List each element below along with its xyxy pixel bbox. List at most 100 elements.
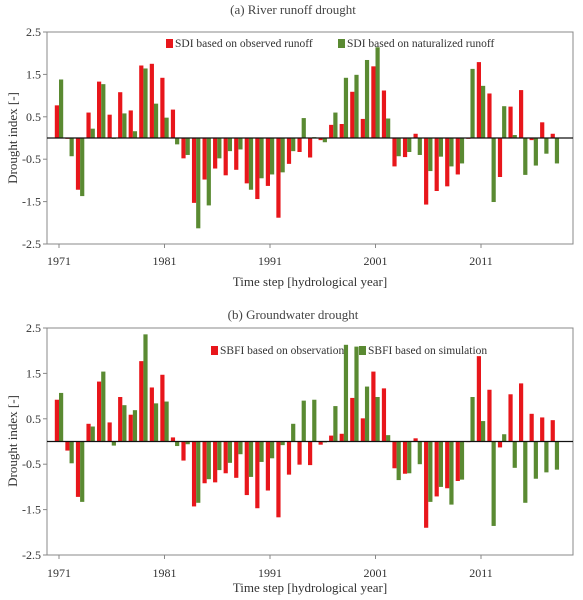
- panel-b-y-axis-label: Drought index [-]: [5, 395, 20, 487]
- panel-a-title: (a) River runoff drought: [230, 2, 356, 17]
- panel-a-bar-series2-2017: [544, 138, 549, 154]
- panel-b-bar-series1-1991: [265, 441, 270, 491]
- panel-a-bar-series1-2016: [529, 138, 534, 141]
- panel-b-bar-series1-1980: [149, 387, 154, 442]
- panel-a-bar-series2-1998: [343, 77, 349, 138]
- panel-a-bar-series1-1990: [255, 138, 260, 200]
- panel-b-bar-series1-1996: [318, 441, 323, 445]
- panel-a-bar-series2-1986: [217, 138, 222, 159]
- panel-a-bar-series2-1994: [301, 118, 306, 138]
- panel-b-y-tick-label: 0.5: [26, 412, 41, 426]
- panel-a-bar-series1-1971: [54, 105, 59, 138]
- panel-a-bar-series1-1989: [244, 138, 249, 184]
- panel-b-y-tick-label: 2.5: [26, 321, 41, 335]
- panel-a-x-tick-label: 2011: [469, 254, 493, 268]
- panel-a-bar-series1-1976: [107, 114, 112, 138]
- panel-b-bar-series1-1976: [107, 422, 112, 442]
- panel-b-bar-series1-2014: [508, 394, 513, 442]
- panel-a-bar-series1-1981: [160, 77, 165, 138]
- panel-a-bar-series2-2000: [364, 59, 370, 138]
- panel-a-bar-series1-2001: [371, 66, 376, 138]
- panel-a-bar-series2-1988: [238, 138, 243, 150]
- panel-b-bar-series1-2017: [540, 417, 545, 442]
- panel-a-bar-series2-2013: [502, 106, 507, 138]
- panel-b-bar-series1-1987: [223, 441, 228, 474]
- panel-a-bar-series1-1988: [234, 138, 239, 170]
- panel-b-bar-series2-1990: [259, 441, 264, 462]
- panel-b-bar-series1-1986: [213, 441, 218, 483]
- panel-a-x-tick-label: 2001: [364, 254, 388, 268]
- panel-b-bar-series1-1971: [54, 399, 59, 442]
- panel-a-y-axis-label: Drought index [-]: [5, 92, 20, 184]
- panel-a-bar-series1-2015: [519, 90, 524, 138]
- panel-a-bar-series2-1979: [143, 68, 148, 138]
- panel-a-bar-series1-2007: [434, 138, 439, 191]
- panel-a-legend-naturalized: SDI based on naturalized runoff: [347, 38, 494, 50]
- panel-a-bar-series1-1986: [213, 138, 218, 169]
- panel-a-bar-series2-1982: [175, 138, 180, 145]
- panel-a-bar-series2-2004: [407, 138, 412, 152]
- panel-a-legend: SDI based on observed runoff SDI based o…: [166, 38, 494, 50]
- panel-b-bar-series1-1999: [350, 397, 355, 442]
- panel-b-bar-series1-1983: [181, 441, 186, 461]
- panel-b-bar-series1-1974: [86, 423, 91, 442]
- panel-a-bar-series1-2018: [550, 133, 555, 138]
- panel-b-bar-series1-1988: [234, 441, 239, 478]
- panel-b-bar-series1-2012: [487, 389, 492, 442]
- panel-a-bar-series2-2010: [470, 68, 475, 138]
- panel-b-bar-series2-1989: [248, 441, 254, 477]
- panel-b-bar-series1-2007: [434, 441, 439, 497]
- panel-a-bar-series1-1974: [86, 112, 91, 138]
- panel-a-bar-series1-2012: [487, 93, 492, 138]
- panel-b-bar-series1-1994: [297, 441, 302, 465]
- panel-b-bar-series1-1982: [170, 437, 176, 442]
- panel-a-bar-series2-2001: [375, 47, 380, 138]
- panel-b-legend: SBFI based on observation SBFI based on …: [211, 345, 487, 357]
- panel-b-bar-series1-2002: [381, 388, 387, 442]
- panel-a-bar-series2-1972: [69, 138, 74, 157]
- panel-b-bar-series1-1997: [329, 435, 334, 442]
- panel-b-legend-swatch-observation: [211, 346, 218, 355]
- panel-b-bar-series1-1992: [276, 441, 281, 518]
- panel-a-bar-series2-1992: [280, 138, 285, 173]
- panel-b-bar-series1-1979: [139, 361, 144, 442]
- panel-a-bar-series1-1983: [181, 138, 186, 159]
- panel-b-y-tick-label: -0.5: [22, 457, 41, 471]
- panel-b-bar-series2-2004: [407, 441, 412, 474]
- panel-b-bar-series2-1976: [111, 441, 116, 446]
- panel-a-bar-series1-1987: [223, 138, 228, 176]
- panel-a-bar-series1-1978: [128, 110, 133, 138]
- panel-b-bar-series1-2015: [519, 383, 524, 442]
- panel-b-bar-series2-1992: [280, 441, 285, 446]
- panel-a-bar-series2-2009: [459, 138, 465, 164]
- panel-a-bar-series1-1979: [139, 65, 144, 138]
- panel-b-bar-series2-2002: [386, 435, 391, 442]
- panel-a-bar-series1-1999: [350, 91, 355, 138]
- panel-b-y-tick-label: -1.5: [22, 503, 41, 517]
- panel-a-bar-series2-1980: [153, 103, 159, 138]
- panel-b-bar-series2-1983: [185, 441, 190, 445]
- panel-b-x-tick-label: 1971: [47, 566, 71, 580]
- panel-b-bar-series2-2001: [375, 397, 380, 442]
- panel-b-bar-series2-1988: [238, 441, 243, 455]
- panel-a-y-tick-label: 2.5: [26, 25, 41, 39]
- panel-a-x-tick-label: 1991: [258, 254, 282, 268]
- panel-a-bar-series2-1981: [164, 117, 169, 138]
- panel-b-legend-observation: SBFI based on observation: [220, 345, 345, 357]
- panel-b-legend-swatch-simulation: [359, 346, 366, 355]
- panel-a-bar-series2-1984: [196, 138, 201, 229]
- panel-a-y-tick-label: -2.5: [22, 237, 41, 251]
- panel-a-y-ticks: 2.5 1.5 0.5 -0.5 -1.5 -2.5: [22, 25, 47, 251]
- panel-b-bar-series2-1987: [227, 441, 232, 463]
- panel-b-x-tick-label: 1981: [153, 566, 177, 580]
- panel-a-bar-series2-1973: [80, 138, 85, 197]
- panel-b-bar-series2-2018: [554, 441, 560, 470]
- panel-a-bar-series2-1996: [322, 138, 327, 143]
- panel-a-bar-series1-1995: [308, 138, 313, 158]
- panel-b-bars: [54, 334, 560, 528]
- panel-a-bar-series1-2000: [360, 118, 365, 138]
- panel-b-bar-series2-2005: [417, 441, 422, 465]
- panel-b-bar-series2-2015: [523, 441, 528, 503]
- panel-b-bar-series1-1989: [244, 441, 249, 496]
